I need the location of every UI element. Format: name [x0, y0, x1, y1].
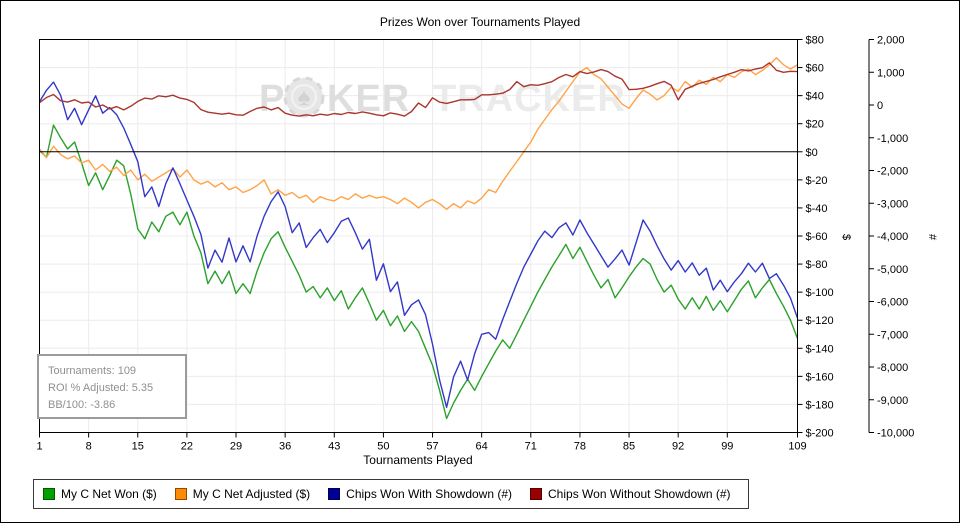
stat-tournaments: Tournaments: 109: [48, 365, 137, 377]
x-tick-label: 50: [377, 441, 389, 453]
dollar-tick-label: $-20: [806, 175, 828, 187]
count-tick-label: -10,000: [877, 428, 914, 440]
x-tick-label: 64: [476, 441, 488, 453]
x-tick-label: 99: [721, 441, 733, 453]
legend-label: Chips Won Without Showdown (#): [548, 487, 731, 501]
x-axis-title: Tournaments Played: [363, 453, 473, 467]
dollar-tick-label: $-80: [806, 259, 828, 271]
legend-swatch: [43, 488, 55, 500]
data-series: [38, 57, 799, 420]
count-tick-label: -9,000: [877, 395, 908, 407]
legend-swatch: [328, 488, 341, 500]
legend-label: My C Net Adjusted ($): [192, 487, 311, 501]
legend-label: Chips Won With Showdown (#): [346, 487, 513, 501]
legend-swatch: [174, 488, 187, 500]
dollar-tick-label: $-180: [806, 399, 834, 411]
x-tick-label: 78: [574, 441, 586, 453]
poker-chip-ring: [291, 84, 317, 110]
dollar-tick-label: $-200: [806, 428, 834, 440]
legend-item[interactable]: My C Net Adjusted ($): [174, 487, 311, 501]
legend-swatch: [530, 488, 543, 500]
axes: 1 8 15 22 29 36 43 50 57 64 71 78 85 92 99 109 $80 $60 $40…: [36, 35, 938, 453]
series-line: [38, 57, 798, 211]
x-tick-label: 8: [86, 441, 92, 453]
dollar-tick-label: $-120: [806, 315, 834, 327]
count-tick-label: -6,000: [877, 297, 908, 309]
count-tick-label: 2,000: [877, 35, 905, 47]
stat-roi-adjusted: ROI % Adjusted: 5.35: [48, 382, 154, 394]
x-tick-label: 109: [788, 441, 806, 453]
legend: My C Net Won ($) My C Net Adjusted ($) Chi…: [33, 479, 749, 509]
series-line: [39, 124, 799, 420]
watermark-text-p: P: [259, 78, 285, 120]
gridlines: [39, 39, 798, 433]
legend-item[interactable]: Chips Won With Showdown (#): [328, 487, 512, 501]
x-tick-label: 57: [426, 441, 438, 453]
count-axis-unit: #: [926, 234, 938, 241]
chart-title: Prizes Won over Tournaments Played: [379, 15, 581, 29]
count-tick-label: -7,000: [877, 329, 908, 341]
dollar-tick-label: $60: [806, 63, 824, 75]
x-tick-label: 71: [525, 441, 537, 453]
x-tick-label: 36: [279, 441, 291, 453]
dollar-tick-label: $-40: [806, 203, 828, 215]
count-tick-label: -2,000: [877, 166, 908, 178]
dollar-tick-label: $40: [806, 91, 824, 103]
dollar-tick-label: $0: [806, 147, 818, 159]
dollar-tick-label: $-140: [806, 343, 834, 355]
count-tick-label: -1,000: [877, 133, 908, 145]
x-tick-label: 15: [132, 441, 144, 453]
dollar-tick-label: $-100: [806, 287, 834, 299]
legend-item[interactable]: Chips Won Without Showdown (#): [530, 487, 731, 501]
spade-icon: ♠: [298, 84, 311, 111]
series-line: [39, 62, 798, 117]
x-tick-label: 1: [36, 441, 42, 453]
dollar-axis-unit: $: [840, 234, 852, 240]
poker-chip-edge: [283, 76, 325, 118]
x-tick-label: 29: [230, 441, 242, 453]
dollar-tick-label: $80: [806, 35, 824, 47]
count-tick-label: -3,000: [877, 198, 908, 210]
stat-bb-per-100: BB/100: -3.86: [48, 399, 116, 411]
count-tick-label: -4,000: [877, 231, 908, 243]
stats-tooltip: Tournaments: 109 ROI % Adjusted: 5.35 BB…: [37, 354, 187, 419]
legend-item[interactable]: My C Net Won ($): [43, 487, 157, 501]
count-tick-label: 1,000: [877, 67, 905, 79]
dollar-tick-label: $-160: [806, 371, 834, 383]
dollar-tick-label: $-60: [806, 231, 828, 243]
count-tick-label: -8,000: [877, 362, 908, 374]
x-tick-label: 92: [672, 441, 684, 453]
count-tick-label: -5,000: [877, 264, 908, 276]
series-line: [38, 81, 799, 408]
x-tick-label: 43: [328, 441, 340, 453]
poker-chip-icon: [285, 78, 323, 116]
count-tick-label: 0: [877, 100, 883, 112]
x-tick-label: 85: [623, 441, 635, 453]
legend-label: My C Net Won ($): [61, 487, 157, 501]
x-tick-label: 22: [181, 441, 193, 453]
dollar-tick-label: $20: [806, 119, 824, 131]
